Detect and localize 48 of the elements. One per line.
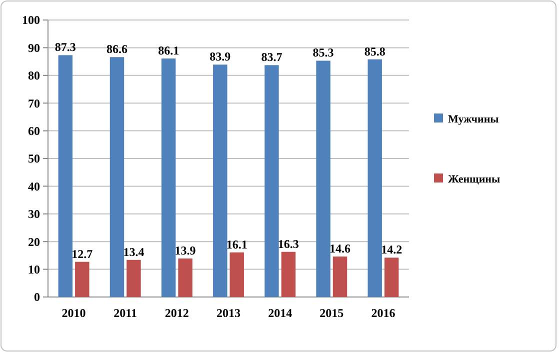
data-label: 13.4 bbox=[123, 244, 144, 259]
data-label: 83.9 bbox=[210, 50, 231, 64]
x-tick-label: 2015 bbox=[320, 306, 344, 320]
bar bbox=[368, 59, 382, 297]
data-label: 83.7 bbox=[261, 50, 282, 64]
data-label: 85.8 bbox=[364, 44, 386, 58]
bar bbox=[230, 252, 244, 297]
data-label: 16.3 bbox=[278, 236, 299, 251]
y-tick-label: 0 bbox=[34, 290, 40, 304]
bar bbox=[178, 258, 192, 297]
bar bbox=[58, 55, 73, 297]
y-tick-label: 40 bbox=[28, 179, 40, 194]
x-tick-label: 2016 bbox=[371, 306, 396, 320]
y-tick-label: 20 bbox=[28, 234, 40, 249]
bar bbox=[161, 58, 176, 297]
x-tick-label: 2011 bbox=[114, 306, 138, 320]
bar bbox=[213, 64, 228, 297]
data-label: 87.3 bbox=[54, 40, 76, 54]
x-tick-label: 2013 bbox=[216, 306, 240, 320]
x-tick-label: 2012 bbox=[164, 306, 189, 320]
y-tick-label: 80 bbox=[28, 68, 40, 83]
x-tick-label: 2010 bbox=[62, 306, 86, 320]
bar bbox=[264, 65, 279, 297]
legend-label: Мужчины bbox=[448, 113, 500, 126]
bar bbox=[126, 260, 141, 297]
bar bbox=[75, 262, 90, 297]
legend-label: Женщины bbox=[448, 173, 500, 186]
data-label: 12.7 bbox=[72, 246, 93, 261]
data-label: 85.3 bbox=[312, 46, 334, 60]
y-tick-label: 70 bbox=[28, 96, 40, 110]
y-tick-label: 50 bbox=[28, 152, 40, 166]
bar bbox=[316, 60, 330, 297]
bar bbox=[332, 256, 348, 297]
data-label: 14.6 bbox=[330, 242, 351, 256]
data-label: 14.2 bbox=[381, 242, 402, 257]
data-label: 86.6 bbox=[106, 42, 128, 56]
data-label: 86.1 bbox=[158, 44, 180, 58]
y-tick-label: 10 bbox=[28, 262, 40, 276]
y-tick-label: 30 bbox=[28, 207, 40, 222]
x-tick-label: 2014 bbox=[268, 306, 292, 320]
bar bbox=[281, 252, 296, 297]
y-tick-label: 90 bbox=[28, 40, 40, 55]
y-tick-label: 100 bbox=[22, 13, 40, 28]
bar bbox=[110, 57, 124, 297]
data-label: 13.9 bbox=[174, 243, 196, 258]
bar bbox=[384, 258, 399, 297]
y-tick-label: 60 bbox=[28, 124, 40, 138]
data-label: 16.1 bbox=[226, 237, 248, 252]
